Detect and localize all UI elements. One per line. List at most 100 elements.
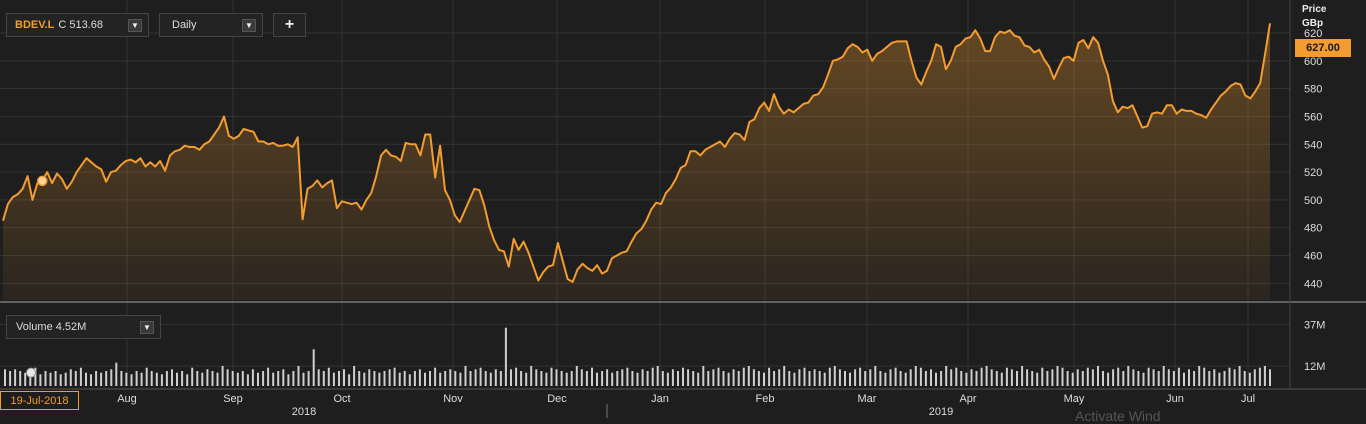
add-symbol-button[interactable]: + — [273, 13, 306, 37]
volume-bar — [287, 374, 290, 386]
volume-bar — [262, 371, 265, 386]
volume-bar — [1167, 369, 1170, 386]
volume-bar — [231, 371, 234, 386]
volume-bar — [1107, 372, 1110, 386]
volume-bar — [267, 367, 270, 386]
volume-bar — [1117, 367, 1120, 386]
volume-bar — [1122, 371, 1125, 386]
volume-bar — [49, 372, 52, 386]
volume-bar — [535, 369, 538, 386]
volume-bar — [545, 372, 548, 386]
volume-bar — [499, 371, 502, 386]
volume-bar — [677, 371, 679, 386]
volume-bar — [241, 371, 244, 386]
volume-bar — [1005, 367, 1008, 386]
volume-bar — [196, 371, 199, 386]
volume-bar — [398, 372, 401, 386]
volume-bar — [616, 371, 619, 386]
volume-label: Volume 4.52M — [16, 321, 87, 333]
volume-bar — [1076, 369, 1079, 386]
price-area-fill — [3, 23, 1270, 301]
volume-bar — [874, 366, 877, 386]
volume-bar — [879, 371, 882, 386]
volume-bar — [69, 369, 72, 386]
volume-bar — [1066, 371, 1069, 386]
volume-bar — [818, 371, 821, 386]
volume-bar — [570, 371, 573, 386]
close-price-label: C 513.68 — [58, 19, 103, 31]
volume-bar — [919, 367, 922, 386]
volume-bar — [282, 369, 285, 386]
volume-bar — [1172, 371, 1175, 386]
price-crosshair-marker[interactable] — [37, 175, 48, 187]
volume-bar — [90, 374, 92, 386]
month-tick-label: Oct — [333, 393, 350, 405]
volume-bar — [661, 371, 664, 386]
volume-bar — [393, 367, 396, 386]
volume-bar — [798, 369, 801, 386]
volume-bar — [525, 372, 528, 386]
month-tick-label: Sep — [223, 393, 243, 405]
volume-bar — [1269, 369, 1271, 386]
volume-bar — [1233, 369, 1236, 386]
volume-bar — [712, 369, 715, 386]
volume-bar — [459, 372, 462, 386]
price-tick-label: 460 — [1304, 251, 1322, 263]
volume-bar — [474, 369, 477, 386]
volume-bar — [930, 369, 932, 386]
price-axis: 440 460 480 500 520 540 560 580 600 620 — [1304, 28, 1322, 290]
volume-bar — [211, 371, 214, 386]
volume-bar — [1183, 372, 1185, 386]
volume-bar — [849, 372, 851, 386]
volume-bar — [176, 372, 178, 386]
volume-bar — [1097, 366, 1099, 386]
volume-bar — [904, 372, 907, 386]
volume-indicator-dropdown[interactable]: Volume 4.52M ▼ — [6, 315, 161, 339]
volume-bar — [110, 369, 113, 386]
volume-bar — [707, 371, 710, 386]
interval-dropdown[interactable]: Daily ▼ — [159, 13, 263, 37]
symbol-selector[interactable]: BDEV.L C 513.68 ▼ — [6, 13, 149, 37]
price-tick-label: 620 — [1304, 28, 1322, 40]
volume-bar — [272, 372, 275, 386]
volume-bar — [1263, 366, 1266, 386]
volume-bar — [4, 369, 6, 386]
volume-bar — [515, 367, 518, 386]
volume-bar — [449, 369, 452, 386]
volume-bar — [34, 367, 37, 386]
volume-bar — [363, 372, 366, 386]
volume-bar — [368, 369, 371, 386]
volume-bar — [312, 349, 315, 386]
volume-bar — [646, 371, 649, 386]
volume-bar — [1137, 371, 1140, 386]
volume-bar — [540, 371, 543, 386]
volume-bar — [1031, 371, 1034, 386]
volume-crosshair-marker[interactable] — [26, 367, 36, 378]
volume-bar — [257, 372, 259, 386]
volume-bar — [1147, 367, 1150, 386]
volume-bar — [737, 371, 740, 386]
volume-bar — [854, 369, 857, 386]
price-tick-label: 440 — [1304, 278, 1322, 290]
volume-bar — [373, 371, 376, 386]
plus-icon: + — [284, 16, 295, 33]
chevron-down-icon[interactable]: ▼ — [140, 321, 154, 334]
chevron-down-icon[interactable]: ▼ — [128, 19, 142, 32]
volume-bar — [783, 366, 786, 386]
price-axis-header: Price GBp — [1302, 3, 1326, 31]
volume-bar — [439, 372, 442, 386]
chevron-down-icon[interactable]: ▼ — [242, 19, 256, 32]
volume-bar — [155, 372, 158, 386]
month-tick-label: May — [1064, 393, 1085, 405]
volume-bar — [601, 371, 604, 386]
volume-bar — [1091, 369, 1094, 386]
month-tick-label: Feb — [756, 393, 775, 405]
volume-bar — [631, 371, 634, 386]
price-tick-label: 600 — [1304, 56, 1322, 68]
volume-bar — [1238, 366, 1241, 386]
volume-bar — [383, 371, 386, 386]
volume-bar — [621, 369, 624, 386]
volume-bar — [990, 369, 993, 386]
volume-bar — [596, 372, 598, 386]
